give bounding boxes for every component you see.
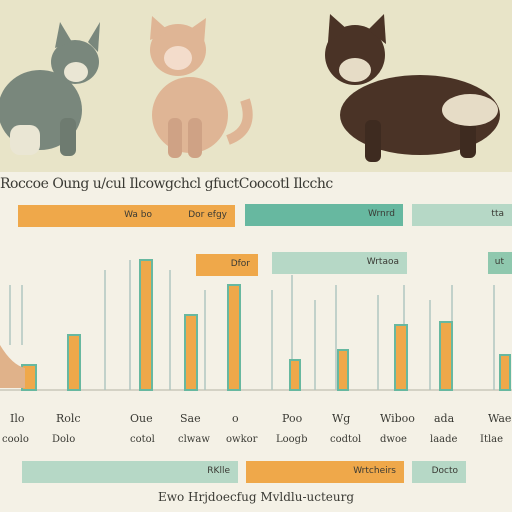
label-7: Wg bbox=[332, 412, 351, 425]
gray-cat-icon bbox=[0, 22, 100, 156]
label-6: Poo bbox=[282, 412, 303, 425]
label-18: dwoe bbox=[380, 434, 407, 445]
bar-10-paleteal: Docto bbox=[412, 461, 466, 483]
label-19: laade bbox=[430, 434, 458, 445]
label-3: Oue bbox=[130, 412, 153, 425]
tan-cat-icon bbox=[150, 16, 253, 158]
label-14: clwaw bbox=[178, 434, 210, 445]
bar-3-teal: Wrnrd bbox=[245, 204, 403, 226]
headline: Roccoe Oung u/cul Ilcowgchcl gfuctCoocot… bbox=[0, 176, 333, 192]
bar-3-label: Wrnrd bbox=[368, 209, 395, 219]
bar-8-paleteal: RKlle bbox=[22, 461, 238, 483]
bar-2-label: Dor efgy bbox=[188, 210, 227, 220]
label-8: Wiboo bbox=[380, 412, 415, 425]
label-10: Wae bbox=[488, 412, 512, 425]
bar-4-paleteal: tta bbox=[412, 204, 512, 226]
label-13: cotol bbox=[130, 434, 155, 445]
label-4: Sae bbox=[180, 412, 201, 425]
bar-8-label: RKlle bbox=[207, 466, 230, 476]
bar-7-teal: ut bbox=[488, 252, 512, 274]
label-17: codtol bbox=[330, 434, 362, 445]
label-20: Itlae bbox=[480, 434, 504, 445]
chart-area bbox=[0, 259, 512, 391]
label-15: owkor bbox=[226, 434, 258, 445]
bar-1-orange: Wa bo bbox=[18, 205, 160, 227]
label-12: Dolo bbox=[52, 434, 76, 445]
bar-6-paleteal: Wrtaoa bbox=[272, 252, 407, 274]
label-1: Ilo bbox=[10, 412, 25, 425]
label-11: coolo bbox=[2, 434, 29, 445]
bar-1-label: Wa bo bbox=[124, 210, 152, 220]
bar-4-label: tta bbox=[491, 209, 504, 219]
bar-5-label: Dfor bbox=[230, 259, 250, 269]
brown-cat-icon bbox=[325, 14, 500, 162]
label-2: Rolc bbox=[56, 412, 81, 425]
bar-2-orange: Dor efgy bbox=[160, 205, 235, 227]
label-16: Loogb bbox=[276, 434, 308, 445]
bar-10-label: Docto bbox=[431, 466, 458, 476]
bar-9-label: Wrtcheirs bbox=[353, 466, 396, 476]
bar-5-orange: Dfor bbox=[196, 254, 258, 276]
label-9: ada bbox=[434, 412, 455, 425]
label-5: o bbox=[232, 412, 239, 425]
footer-text: Ewo Hrjdoecfug Mvldlu-ucteurg bbox=[157, 490, 355, 504]
bar-7-label: ut bbox=[494, 257, 504, 267]
bar-9-orange: Wrtcheirs bbox=[246, 461, 404, 483]
bar-6-label: Wrtaoa bbox=[366, 257, 399, 267]
